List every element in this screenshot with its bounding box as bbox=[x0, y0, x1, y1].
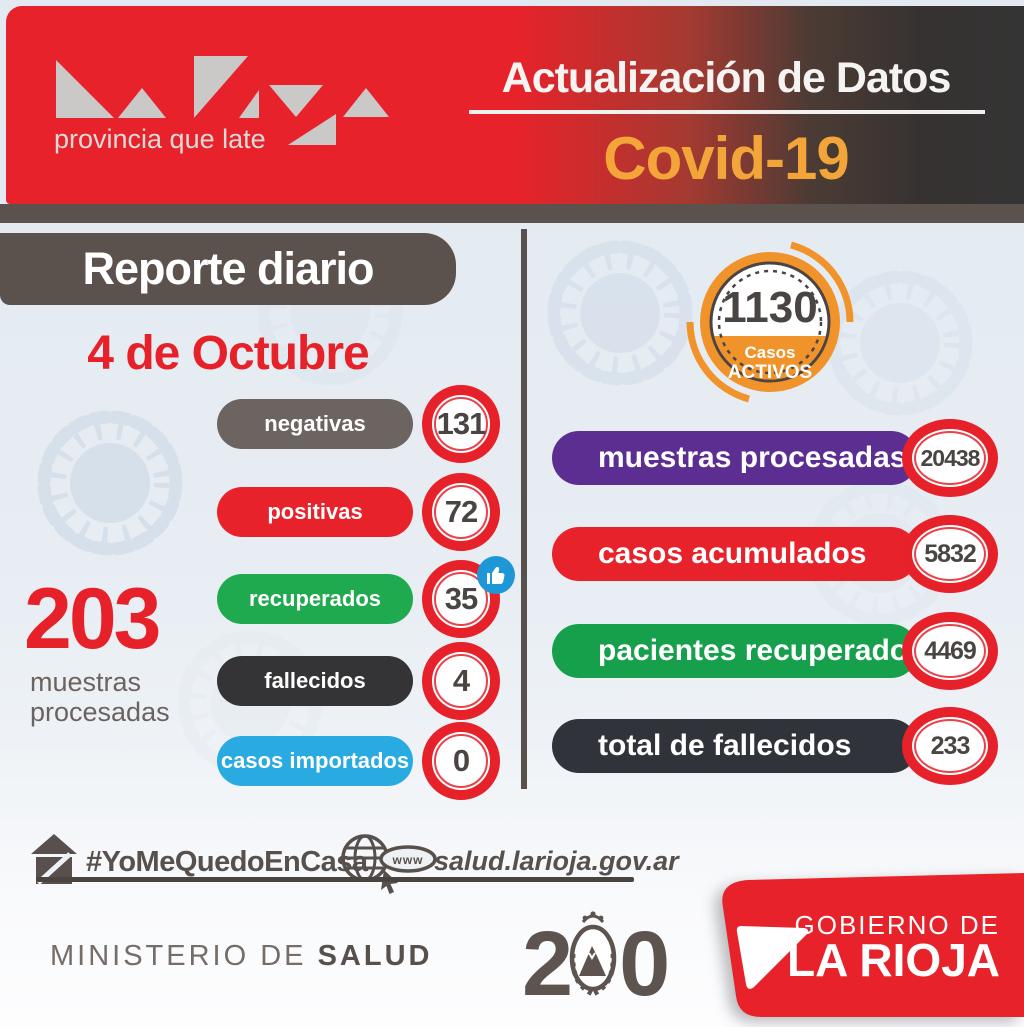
arc-accent-top bbox=[790, 241, 854, 323]
stat-value: 131 bbox=[436, 406, 487, 441]
stat-badge-positivas: 72 bbox=[422, 473, 500, 551]
active-cases-badge: 1130 Casos ACTIVOS bbox=[686, 238, 854, 411]
samples-label: muestras procesadas bbox=[30, 667, 170, 727]
stat-pill-recuperados: recuperados bbox=[217, 574, 413, 624]
government-line2: LA RIOJA bbox=[787, 934, 1000, 986]
active-cases-label1: Casos bbox=[744, 343, 795, 362]
stat-pill-positivas: positivas bbox=[217, 487, 413, 537]
header-title: Actualización de Datos bbox=[501, 54, 952, 102]
ribbon-triangle-logo bbox=[736, 926, 809, 989]
cursor-icon bbox=[381, 870, 398, 894]
government-line1: GOBIERNO DE bbox=[795, 910, 1000, 940]
header-covid-label: Covid-19 bbox=[603, 125, 849, 192]
total-pill-fallecidos: total de fallecidos bbox=[552, 719, 918, 773]
stat-pill-casos-importados: casos importados bbox=[217, 736, 413, 786]
arc-accent-bottom bbox=[686, 321, 750, 403]
stat-value: 0 bbox=[452, 743, 470, 778]
hashtag-text: #YoMeQuedoEnCasa bbox=[86, 846, 368, 878]
bicentennial-digit-2: 2 bbox=[522, 912, 573, 1015]
logo-tagline: provincia que late bbox=[54, 124, 266, 154]
total-pill-recuperados: pacientes recuperados bbox=[552, 624, 925, 678]
website-url: salud.larioja.gov.ar bbox=[434, 846, 679, 876]
stat-badge-fallecidos: 4 bbox=[422, 642, 500, 720]
bicentennial-logo: 2 0 bbox=[522, 908, 670, 1015]
total-pill-acumulados: casos acumulados bbox=[552, 527, 918, 581]
total-badge-fallecidos: 233 bbox=[902, 707, 998, 785]
total-badge-muestras: 20438 bbox=[902, 419, 998, 497]
globe-www-icon: www bbox=[341, 834, 437, 894]
stat-pill-fallecidos: fallecidos bbox=[217, 656, 413, 706]
total-value: 20438 bbox=[920, 444, 981, 471]
stat-badge-casos-importados: 0 bbox=[422, 722, 500, 800]
ministry-bold: SALUD bbox=[317, 940, 433, 972]
total-pill-muestras: muestras procesadas bbox=[552, 431, 918, 485]
stat-value: 72 bbox=[444, 494, 478, 529]
header-underline bbox=[469, 110, 985, 114]
thumbs-up-icon bbox=[477, 556, 515, 594]
ministry-light: MINISTERIO DE bbox=[50, 940, 318, 972]
active-cases-value: 1130 bbox=[722, 283, 817, 332]
samples-label-line2: procesadas bbox=[30, 696, 170, 727]
total-badge-recuperados: 4469 bbox=[902, 612, 998, 690]
ministry-label: MINISTERIO DE SALUD bbox=[50, 940, 432, 973]
stat-pill-negativas: negativas bbox=[217, 399, 413, 449]
divider-rule bbox=[36, 877, 634, 882]
stat-badge-negativas: 131 bbox=[422, 385, 500, 463]
bicentennial-digit-0: 0 bbox=[619, 912, 670, 1015]
samples-label-line1: muestras bbox=[30, 667, 142, 697]
stat-value: 35 bbox=[444, 581, 478, 616]
total-value: 5832 bbox=[924, 539, 977, 568]
header-banner: provincia que late Actualización de Dato… bbox=[6, 6, 1024, 204]
total-value: 233 bbox=[930, 731, 971, 760]
total-badge-acumulados: 5832 bbox=[902, 515, 998, 593]
column-divider bbox=[521, 229, 527, 789]
report-date: 4 de Octubre bbox=[87, 327, 369, 380]
la-rioja-logo bbox=[56, 56, 389, 145]
report-title-pill: Reporte diario bbox=[0, 233, 456, 305]
samples-count: 203 bbox=[24, 571, 161, 667]
www-label: www bbox=[391, 853, 423, 867]
header-bottom-strip bbox=[0, 204, 1024, 223]
government-ribbon: GOBIERNO DE LA RIOJA bbox=[722, 873, 1024, 1017]
stat-value: 4 bbox=[452, 663, 470, 698]
bicentennial-crest bbox=[569, 911, 617, 997]
total-value: 4469 bbox=[924, 636, 977, 665]
active-cases-label2: ACTIVOS bbox=[728, 362, 812, 383]
